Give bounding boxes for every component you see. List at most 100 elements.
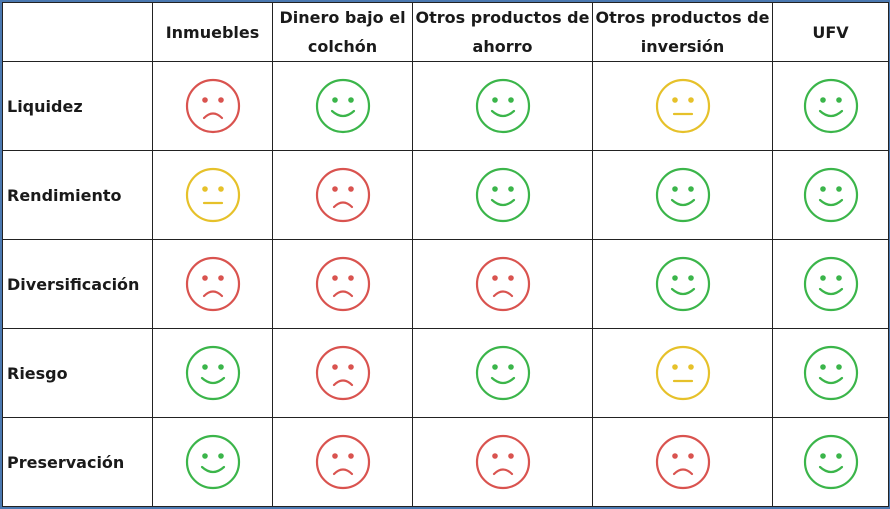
face-eye bbox=[347, 364, 354, 370]
face-cell bbox=[412, 239, 593, 329]
column-header: UFV bbox=[772, 2, 889, 62]
face-mouth bbox=[202, 290, 223, 298]
face-mouth bbox=[818, 109, 843, 118]
face-mouth bbox=[818, 198, 843, 207]
face-eye bbox=[217, 186, 224, 192]
table-row: Rendimiento bbox=[2, 150, 889, 240]
face-outline bbox=[803, 434, 858, 490]
face-cell bbox=[272, 417, 413, 507]
face-icon bbox=[803, 78, 858, 134]
face-eye bbox=[491, 186, 498, 192]
face-eye bbox=[507, 186, 514, 192]
face-eye bbox=[201, 186, 208, 192]
face-eye bbox=[835, 275, 842, 281]
face-outline bbox=[655, 345, 710, 401]
face-cell bbox=[152, 417, 273, 507]
face-cell bbox=[592, 150, 773, 240]
face-cell bbox=[772, 150, 889, 240]
face-icon bbox=[185, 345, 240, 401]
face-eye bbox=[507, 364, 514, 370]
face-cell bbox=[152, 150, 273, 240]
face-cell bbox=[152, 61, 273, 151]
face-eye bbox=[819, 97, 826, 103]
face-eye bbox=[687, 186, 694, 192]
face-cell bbox=[272, 150, 413, 240]
column-header: Inmuebles bbox=[152, 2, 273, 62]
face-cell bbox=[592, 61, 773, 151]
face-cell bbox=[152, 239, 273, 329]
face-eye bbox=[835, 97, 842, 103]
face-mouth bbox=[490, 198, 515, 207]
face-eye bbox=[201, 453, 208, 459]
row-label: Preservación bbox=[2, 417, 153, 507]
face-outline bbox=[185, 78, 240, 134]
column-header: Otros productos de inversión bbox=[592, 2, 773, 62]
face-outline bbox=[475, 78, 530, 134]
face-icon bbox=[655, 345, 710, 401]
table-row: Preservación bbox=[2, 417, 889, 507]
face-eye bbox=[347, 186, 354, 192]
column-header: Dinero bajo el colchón bbox=[272, 2, 413, 62]
face-mouth bbox=[490, 109, 515, 118]
face-eye bbox=[671, 186, 678, 192]
face-mouth bbox=[492, 468, 513, 476]
corner-cell bbox=[2, 2, 153, 62]
header-row: Inmuebles Dinero bajo el colchón Otros pro… bbox=[2, 2, 889, 62]
face-eye bbox=[347, 275, 354, 281]
face-icon bbox=[655, 167, 710, 223]
face-outline bbox=[475, 256, 530, 312]
face-mouth bbox=[818, 287, 843, 296]
face-icon bbox=[475, 345, 530, 401]
face-eye bbox=[347, 453, 354, 459]
face-eye bbox=[507, 453, 514, 459]
face-cell bbox=[412, 417, 593, 507]
face-eye bbox=[217, 364, 224, 370]
face-icon bbox=[185, 256, 240, 312]
face-outline bbox=[803, 256, 858, 312]
face-icon bbox=[655, 434, 710, 490]
face-eye bbox=[201, 97, 208, 103]
face-eye bbox=[347, 97, 354, 103]
face-icon bbox=[315, 256, 370, 312]
face-cell bbox=[272, 239, 413, 329]
face-outline bbox=[655, 78, 710, 134]
face-eye bbox=[819, 364, 826, 370]
face-outline bbox=[315, 167, 370, 223]
face-icon bbox=[185, 78, 240, 134]
face-mouth bbox=[818, 465, 843, 474]
face-mouth bbox=[818, 376, 843, 385]
table-row: Riesgo bbox=[2, 328, 889, 418]
face-eye bbox=[687, 275, 694, 281]
face-outline bbox=[475, 345, 530, 401]
face-cell bbox=[592, 239, 773, 329]
face-outline bbox=[185, 256, 240, 312]
face-eye bbox=[671, 275, 678, 281]
face-eye bbox=[217, 97, 224, 103]
face-icon bbox=[185, 167, 240, 223]
face-mouth bbox=[332, 201, 353, 209]
face-outline bbox=[655, 167, 710, 223]
face-eye bbox=[687, 364, 694, 370]
face-eye bbox=[217, 275, 224, 281]
face-outline bbox=[185, 345, 240, 401]
face-mouth bbox=[332, 290, 353, 298]
face-eye bbox=[491, 275, 498, 281]
face-icon bbox=[655, 256, 710, 312]
face-cell bbox=[412, 150, 593, 240]
face-icon bbox=[185, 434, 240, 490]
row-label: Liquidez bbox=[2, 61, 153, 151]
face-cell bbox=[772, 417, 889, 507]
face-icon bbox=[315, 78, 370, 134]
face-cell bbox=[272, 328, 413, 418]
face-eye bbox=[507, 275, 514, 281]
face-eye bbox=[331, 97, 338, 103]
face-eye bbox=[687, 97, 694, 103]
column-header: Otros productos de ahorro bbox=[412, 2, 593, 62]
face-icon bbox=[803, 167, 858, 223]
face-eye bbox=[687, 453, 694, 459]
face-cell bbox=[592, 417, 773, 507]
face-icon bbox=[803, 434, 858, 490]
